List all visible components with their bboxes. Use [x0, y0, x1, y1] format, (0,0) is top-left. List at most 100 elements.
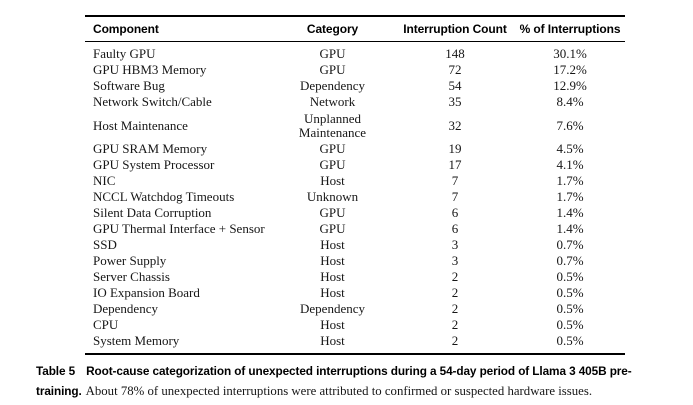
cell-count: 3 [451, 237, 459, 252]
cell-percent: 4.5% [556, 141, 584, 156]
cell-category: Dependency [300, 301, 365, 316]
cell-component: SSD [93, 237, 117, 252]
cell-category: GPU [319, 141, 346, 156]
cell-percent: 0.5% [556, 285, 584, 300]
cell-category: Host [320, 333, 345, 348]
table-row: NCCL Watchdog Timeouts Unknown 7 1.7% [85, 189, 625, 205]
column-header-interruption-count: Interruption Count [395, 16, 515, 42]
table-row: Dependency Dependency 2 0.5% [85, 301, 625, 317]
table-row: Faulty GPU GPU 148 30.1% [85, 42, 625, 63]
table-row: IO Expansion Board Host 2 0.5% [85, 285, 625, 301]
cell-percent: 0.7% [556, 253, 584, 268]
cell-component: CPU [93, 317, 119, 332]
cell-component: GPU Thermal Interface + Sensor [93, 221, 265, 236]
cell-percent: 12.9% [553, 78, 587, 93]
cell-category: Dependency [300, 78, 365, 93]
cell-category: Unplanned Maintenance [298, 111, 367, 140]
table-row: Silent Data Corruption GPU 6 1.4% [85, 205, 625, 221]
cell-component: Host Maintenance [93, 117, 188, 133]
cell-category: GPU [319, 157, 346, 172]
table-row: Host Maintenance Unplanned Maintenance 32 7… [85, 110, 625, 141]
cell-percent: 1.7% [556, 189, 584, 204]
cell-component: GPU System Processor [93, 157, 215, 172]
cell-percent: 0.5% [556, 269, 584, 284]
table-caption-text: About 78% of unexpected interruptions we… [85, 384, 593, 398]
table-row: GPU Thermal Interface + Sensor GPU 6 1.4% [85, 221, 625, 237]
table-caption: Table 5 Root-cause categorization of une… [36, 361, 660, 401]
cell-component: NCCL Watchdog Timeouts [93, 189, 235, 204]
cell-category: GPU [319, 205, 346, 220]
table-row: GPU SRAM Memory GPU 19 4.5% [85, 141, 625, 157]
cell-count: 17 [448, 157, 462, 172]
column-header-percent-of-interruptions: % of Interruptions [515, 16, 625, 42]
cell-count: 3 [451, 253, 459, 268]
cell-component: Power Supply [93, 253, 167, 268]
table-header: Component Category Interruption Count % … [85, 16, 625, 42]
table-row: SSD Host 3 0.7% [85, 237, 625, 253]
cell-category: Host [320, 269, 345, 284]
cell-percent: 1.7% [556, 173, 584, 188]
column-header-category: Category [270, 16, 395, 42]
cell-count: 19 [448, 141, 462, 156]
cell-percent: 0.5% [556, 301, 584, 316]
cell-percent: 17.2% [553, 62, 587, 77]
cell-component: Network Switch/Cable [93, 94, 212, 109]
cell-count: 72 [448, 62, 462, 77]
cell-percent: 0.5% [556, 333, 584, 348]
cell-component: Silent Data Corruption [93, 205, 212, 220]
cell-category: Host [320, 237, 345, 252]
cell-count: 32 [448, 117, 462, 133]
table-row: NIC Host 7 1.7% [85, 173, 625, 189]
cell-component: Server Chassis [93, 269, 170, 284]
cell-count: 54 [448, 78, 462, 93]
table-row: System Memory Host 2 0.5% [85, 333, 625, 354]
cell-category: GPU [319, 62, 346, 77]
cell-count: 2 [451, 285, 459, 300]
cell-count: 7 [451, 189, 459, 204]
table-row: Power Supply Host 3 0.7% [85, 253, 625, 269]
cell-category: Unknown [306, 189, 359, 204]
cell-component: NIC [93, 173, 116, 188]
cell-category: Host [320, 285, 345, 300]
cell-count: 2 [451, 317, 459, 332]
cell-count: 6 [451, 205, 459, 220]
cell-percent: 8.4% [556, 94, 584, 109]
table-row: CPU Host 2 0.5% [85, 317, 625, 333]
cell-component: Software Bug [93, 78, 165, 93]
cell-count: 2 [451, 269, 459, 284]
table-body: Faulty GPU GPU 148 30.1% GPU HBM3 Memory GPU 7… [85, 42, 625, 355]
table-row: Network Switch/Cable Network 35 8.4% [85, 94, 625, 110]
interruptions-table: Component Category Interruption Count % … [85, 15, 625, 355]
cell-percent: 7.6% [556, 117, 584, 133]
table-caption-title: Root-cause categorization of unexpected … [36, 364, 632, 398]
cell-category: Host [320, 317, 345, 332]
table-row: Server Chassis Host 2 0.5% [85, 269, 625, 285]
cell-category: GPU [319, 46, 346, 61]
cell-count: 2 [451, 301, 459, 316]
table-header-row: Component Category Interruption Count % … [85, 16, 625, 42]
cell-component: Dependency [93, 301, 158, 316]
cell-category: GPU [319, 221, 346, 236]
table-row: GPU System Processor GPU 17 4.1% [85, 157, 625, 173]
cell-percent: 0.5% [556, 317, 584, 332]
table-row: GPU HBM3 Memory GPU 72 17.2% [85, 62, 625, 78]
cell-count: 148 [445, 46, 465, 61]
cell-component: Faulty GPU [93, 46, 156, 61]
cell-count: 6 [451, 221, 459, 236]
cell-category: Network [309, 94, 356, 109]
cell-component: System Memory [93, 333, 180, 348]
cell-count: 35 [448, 94, 462, 109]
cell-category: Host [320, 253, 345, 268]
cell-percent: 0.7% [556, 237, 584, 252]
cell-count: 2 [451, 333, 459, 348]
table-caption-label: Table 5 [36, 364, 76, 378]
cell-component: GPU HBM3 Memory [93, 62, 207, 77]
cell-percent: 1.4% [556, 221, 584, 236]
cell-component: GPU SRAM Memory [93, 141, 208, 156]
table-row: Software Bug Dependency 54 12.9% [85, 78, 625, 94]
cell-count: 7 [451, 173, 459, 188]
cell-percent: 1.4% [556, 205, 584, 220]
cell-percent: 30.1% [553, 46, 587, 61]
cell-percent: 4.1% [556, 157, 584, 172]
